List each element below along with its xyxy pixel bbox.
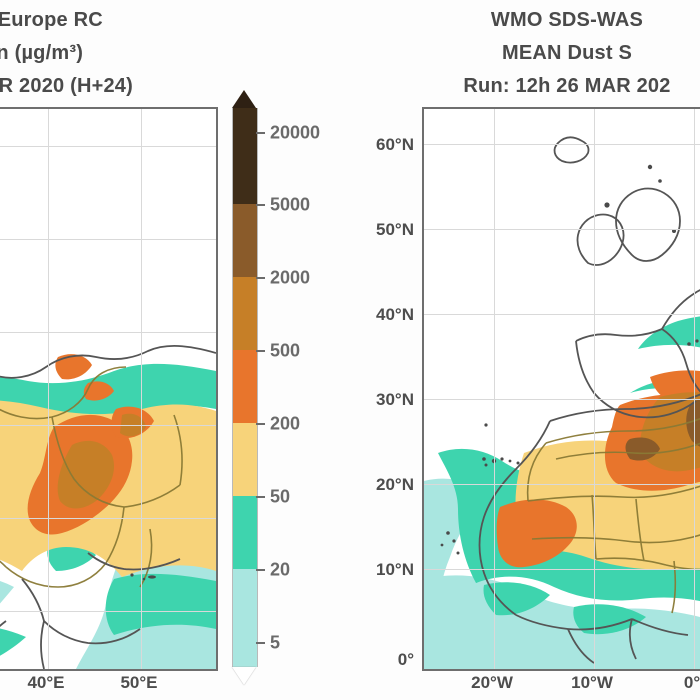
left-gridline-lat-50 — [0, 239, 216, 240]
right-xtick-10W: 10°W — [571, 673, 613, 692]
right-gridline-lon-20W — [494, 109, 495, 669]
colorbar-tick-200 — [256, 423, 265, 425]
right-xtick-20W: 20°W — [471, 673, 513, 692]
left-gridline-lat-20 — [0, 518, 216, 519]
colorbar-segment-5-20 — [232, 569, 258, 667]
right-ytick-0: 0° — [397, 650, 414, 669]
right-gridline-lat-10 — [424, 569, 700, 570]
right-map-canvas — [424, 109, 700, 669]
right-ytick-60N: 60°N — [376, 135, 414, 154]
left-gridline-lon-50 — [141, 109, 142, 669]
colorbar-tick-20000 — [256, 132, 265, 134]
left-title-line-1: t-Europe RC — [0, 9, 103, 31]
colorbar-segment-5000-20000 — [232, 108, 258, 204]
right-gridline-lat-20 — [424, 484, 700, 485]
left-gridline-lat-10 — [0, 611, 216, 612]
colorbar-label-200: 200 — [270, 413, 301, 434]
colorbar-segment-500-2000 — [232, 277, 258, 350]
left-map-raster — [0, 109, 216, 669]
left-xtick-50E: 50°E — [120, 673, 158, 692]
right-gridline-lon-0 — [694, 109, 695, 669]
colorbar-tick-5000 — [256, 204, 265, 206]
colorbar-segment-20-50 — [232, 496, 258, 569]
colorbar-tick-5 — [256, 642, 265, 644]
colorbar-label-2000: 2000 — [270, 267, 311, 288]
left-gridline-lat-60 — [0, 146, 216, 147]
right-title-line-1: WMO SDS-WAS — [490, 9, 644, 31]
right-gridline-lat-50 — [424, 229, 700, 230]
right-title-line-2: MEAN Dust S — [502, 42, 632, 64]
colorbar-segment-200-500 — [232, 350, 258, 423]
colorbar-over-arrow — [232, 90, 256, 108]
left-title-line-2: on (µg/m³) — [0, 42, 84, 64]
colorbar-label-500: 500 — [270, 340, 301, 361]
colorbar-tick-2000 — [256, 277, 265, 279]
colorbar-under-arrow — [232, 667, 256, 685]
right-ytick-40N: 40°N — [376, 305, 414, 324]
right-ytick-10N: 10°N — [376, 560, 414, 579]
left-panel-title: t-Europe RC on (µg/m³) AR 2020 (H+24) — [0, 4, 314, 103]
left-gridline-lat-40 — [0, 332, 216, 333]
right-gridline-lat-60 — [424, 144, 700, 145]
right-ytick-30N: 30°N — [376, 390, 414, 409]
colorbar-segment-50-200 — [232, 423, 258, 496]
colorbar[interactable] — [232, 90, 258, 685]
colorbar-label-5: 5 — [270, 632, 281, 653]
right-gridline-lat-30 — [424, 399, 700, 400]
right-map-raster — [424, 109, 700, 669]
right-xtick-0: 0° — [683, 673, 700, 692]
colorbar-tick-20 — [256, 569, 265, 571]
right-panel-title: WMO SDS-WAS MEAN Dust S Run: 12h 26 MAR … — [402, 4, 700, 103]
right-ytick-50N: 50°N — [376, 220, 414, 239]
map-panel-west-africa[interactable] — [422, 107, 700, 671]
colorbar-label-20000: 20000 — [270, 122, 321, 143]
colorbar-segment-2000-5000 — [232, 204, 258, 277]
right-gridline-lat-40 — [424, 314, 700, 315]
colorbar-label-20: 20 — [270, 559, 291, 580]
left-gridline-lon-40 — [48, 109, 49, 669]
left-title-line-3: AR 2020 (H+24) — [0, 75, 133, 97]
colorbar-tick-500 — [256, 350, 265, 352]
colorbar-tick-50 — [256, 496, 265, 498]
left-xtick-40E: 40°E — [27, 673, 65, 692]
right-title-line-3: Run: 12h 26 MAR 202 — [463, 75, 671, 97]
colorbar-label-5000: 5000 — [270, 194, 311, 215]
right-ytick-20N: 20°N — [376, 475, 414, 494]
colorbar-label-50: 50 — [270, 486, 291, 507]
right-gridline-lon-10W — [594, 109, 595, 669]
left-map-canvas — [0, 109, 216, 669]
map-panel-middle-east[interactable] — [0, 107, 218, 671]
left-gridline-lat-30 — [0, 425, 216, 426]
